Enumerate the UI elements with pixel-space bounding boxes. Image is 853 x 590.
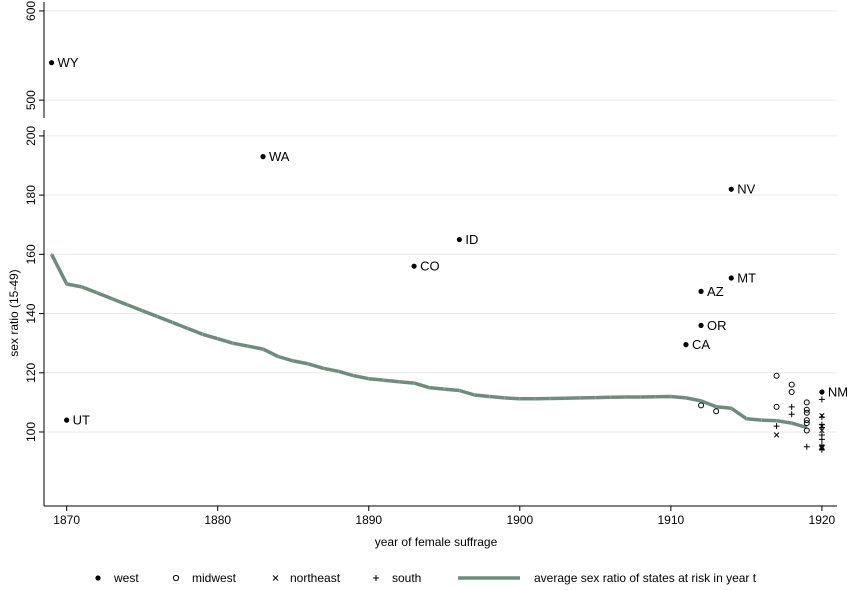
average-line-layer xyxy=(50,252,808,430)
midwest-point xyxy=(788,389,795,396)
south-point xyxy=(788,411,795,418)
y-tick-label: 600 xyxy=(24,1,38,21)
south-point xyxy=(788,403,795,410)
point-labels-layer: WY UT WA CO ID CA AZ OR MT NV NM xyxy=(58,55,849,427)
x-axis-label: year of female suffrage xyxy=(375,535,498,549)
x-tick-label: 1870 xyxy=(53,513,80,527)
state-label: CA xyxy=(692,337,710,352)
west-point xyxy=(728,275,734,281)
state-label: UT xyxy=(73,413,90,428)
west-point xyxy=(683,342,689,348)
state-label: WA xyxy=(269,149,290,164)
south-point xyxy=(803,443,810,450)
midwest-point xyxy=(803,399,810,406)
south-point xyxy=(818,436,825,443)
west-point xyxy=(819,389,825,395)
state-label: WY xyxy=(58,55,79,70)
west-point xyxy=(411,263,417,269)
y-tick-label: 160 xyxy=(24,244,38,264)
y-tick-label: 140 xyxy=(24,303,38,323)
northeast-point xyxy=(773,432,780,438)
south-point xyxy=(773,423,780,430)
x-tick-label: 1910 xyxy=(657,513,684,527)
west-point xyxy=(64,417,70,423)
midwest-point xyxy=(713,408,720,415)
y-tick-label: 120 xyxy=(24,362,38,382)
midwest-point xyxy=(773,372,780,379)
legend-west-marker xyxy=(95,575,101,581)
midwest-point xyxy=(803,427,810,434)
west-point xyxy=(728,186,734,192)
y-tick-label: 100 xyxy=(24,422,38,442)
legend-midwest-label: midwest xyxy=(192,571,237,585)
legend-northeast-label: northeast xyxy=(290,571,341,585)
legend: west midwest northeast south average sex… xyxy=(95,571,757,585)
state-label: NV xyxy=(737,182,755,197)
y-tick-label: 200 xyxy=(24,126,38,146)
south-point xyxy=(818,424,825,431)
south-point xyxy=(818,396,825,403)
x-tick-label: 1920 xyxy=(809,513,836,527)
x-tick-label: 1890 xyxy=(355,513,382,527)
midwest-point xyxy=(803,409,810,416)
midwest-point xyxy=(803,406,810,413)
state-label: OR xyxy=(707,318,727,333)
gridlines xyxy=(44,10,837,433)
midwest-point xyxy=(803,420,810,427)
y-tick-label: 180 xyxy=(24,185,38,205)
west-point xyxy=(698,288,704,294)
south-point xyxy=(818,414,825,421)
state-label: ID xyxy=(465,232,478,247)
y-axis-label: sex ratio (15-49) xyxy=(7,269,21,356)
legend-average-label: average sex ratio of states at risk in y… xyxy=(534,571,757,585)
west-point xyxy=(456,236,462,243)
west-point xyxy=(48,60,55,66)
x-tick-label: 1900 xyxy=(506,513,533,527)
points-layer xyxy=(48,60,825,453)
legend-west-label: west xyxy=(113,571,139,585)
state-label: CO xyxy=(420,259,440,274)
x-tick-label: 1880 xyxy=(204,513,231,527)
legend-northeast-marker xyxy=(272,575,279,581)
south-point xyxy=(818,446,825,453)
midwest-point xyxy=(803,417,810,424)
legend-midwest-marker xyxy=(172,574,180,582)
midwest-point xyxy=(788,381,795,388)
legend-south-marker xyxy=(373,575,379,581)
midwest-point xyxy=(698,402,705,409)
state-label: NM xyxy=(828,385,848,400)
axes: 500 600 100 120 140 160 180 200 1870 1880 1890 1900… xyxy=(24,1,837,527)
midwest-point xyxy=(773,403,780,410)
y-tick-label: 500 xyxy=(24,90,38,110)
west-point xyxy=(260,154,266,160)
state-label: AZ xyxy=(707,284,724,299)
state-label: MT xyxy=(737,271,756,286)
west-point xyxy=(698,322,704,329)
legend-south-label: south xyxy=(392,571,421,585)
